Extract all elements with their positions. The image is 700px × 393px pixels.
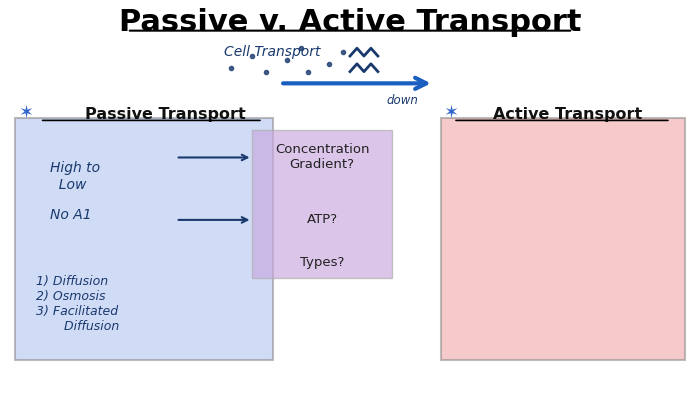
Text: down: down bbox=[386, 94, 418, 107]
Text: Types?: Types? bbox=[300, 256, 344, 269]
Text: Passive v. Active Transport: Passive v. Active Transport bbox=[119, 8, 581, 37]
Text: ✶: ✶ bbox=[444, 104, 458, 121]
Text: ✶: ✶ bbox=[18, 104, 34, 121]
Text: Cell Transport: Cell Transport bbox=[225, 45, 321, 59]
Text: No A1: No A1 bbox=[50, 208, 92, 222]
Text: Concentration
Gradient?: Concentration Gradient? bbox=[275, 143, 370, 171]
Text: ATP?: ATP? bbox=[307, 213, 337, 226]
Text: Passive Transport: Passive Transport bbox=[85, 107, 246, 122]
FancyBboxPatch shape bbox=[440, 118, 685, 360]
FancyBboxPatch shape bbox=[15, 118, 273, 360]
Text: High to
  Low: High to Low bbox=[50, 162, 100, 191]
Text: Active Transport: Active Transport bbox=[493, 107, 642, 122]
FancyBboxPatch shape bbox=[253, 130, 392, 279]
Text: 1) Diffusion
2) Osmosis
3) Facilitated
       Diffusion: 1) Diffusion 2) Osmosis 3) Facilitated D… bbox=[36, 275, 120, 332]
